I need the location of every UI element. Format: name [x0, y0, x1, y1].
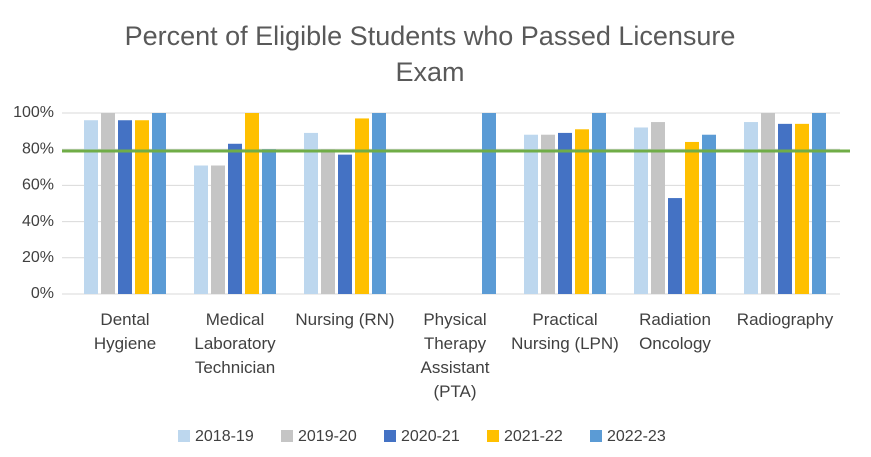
bar — [228, 143, 242, 294]
legend-label: 2021-22 — [504, 428, 563, 445]
x-tick-label: Dental Hygiene — [93, 310, 157, 353]
legend-label: 2019-20 — [298, 428, 357, 445]
legend-swatch — [487, 430, 499, 442]
bar — [778, 123, 792, 294]
bar — [812, 113, 826, 294]
bar — [262, 149, 276, 294]
bar — [795, 123, 809, 294]
legend-label: 2022-23 — [607, 428, 666, 445]
legend-swatch — [178, 430, 190, 442]
bar — [355, 118, 369, 295]
y-tick-label: 60% — [22, 177, 54, 194]
bar — [651, 122, 665, 294]
bar — [685, 141, 699, 294]
y-tick-label: 0% — [31, 285, 54, 302]
x-tick-label: Physical Therapy Assistant (PTA) — [420, 310, 490, 401]
bar — [101, 113, 115, 294]
y-tick-label: 40% — [22, 213, 54, 230]
bar — [558, 132, 572, 294]
bar — [211, 165, 225, 294]
bar — [194, 165, 208, 294]
bar — [524, 134, 538, 294]
bar — [702, 134, 716, 294]
bar — [592, 113, 606, 294]
bar — [152, 113, 166, 294]
bar — [84, 120, 98, 295]
legend-label: 2020-21 — [401, 428, 460, 445]
y-tick-label: 20% — [22, 249, 54, 266]
x-tick-label: Nursing (RN) — [295, 310, 395, 329]
x-tick-label: Radiation Oncology — [639, 310, 711, 353]
bar — [118, 120, 132, 295]
bar — [634, 127, 648, 294]
y-tick-label: 100% — [13, 104, 54, 121]
legend-swatch — [281, 430, 293, 442]
x-tick-label: Medical Laboratory Technician — [194, 310, 276, 377]
bar — [135, 120, 149, 295]
x-tick-label: Radiography — [736, 310, 834, 329]
legend-label: 2018-19 — [195, 428, 254, 445]
bar — [575, 129, 589, 294]
bar — [372, 113, 386, 294]
legend-swatch — [590, 430, 602, 442]
chart-title: Percent of Eligible Students who Passed … — [124, 21, 736, 87]
bar — [338, 154, 352, 294]
y-tick-label: 80% — [22, 140, 54, 157]
bar — [668, 198, 682, 294]
bar — [761, 113, 775, 294]
bar — [541, 134, 555, 294]
bar — [304, 132, 318, 294]
bar — [245, 113, 259, 294]
x-tick-label: Practical Nursing (LPN) — [511, 310, 619, 353]
bar — [482, 113, 496, 294]
bar — [321, 149, 335, 294]
legend-swatch — [384, 430, 396, 442]
bar — [744, 122, 758, 294]
